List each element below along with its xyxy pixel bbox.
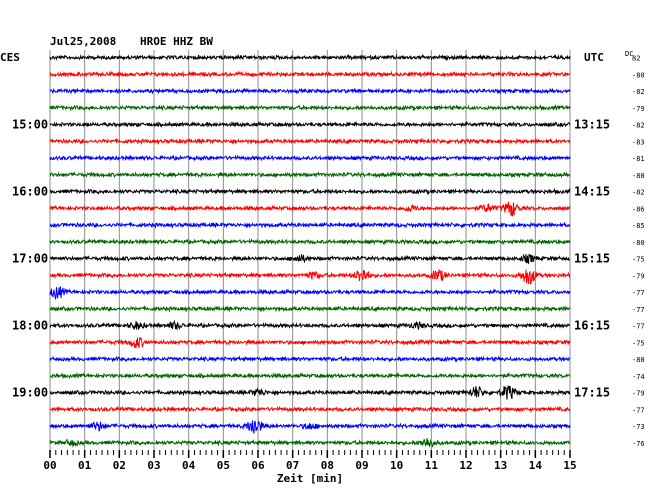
seismic-trace	[49, 170, 571, 179]
x-tick-label: 15	[563, 459, 576, 472]
seismic-trace	[49, 371, 571, 380]
x-axis-title: Zeit [min]	[277, 472, 343, 485]
dc-offset-label: -86	[632, 205, 645, 213]
x-tick-label: 09	[355, 459, 368, 472]
seismic-trace	[49, 238, 571, 246]
seismic-trace	[49, 304, 571, 313]
seismic-trace	[49, 220, 571, 229]
seismic-trace	[49, 337, 571, 349]
seismic-trace	[49, 420, 571, 434]
x-tick-label: 10	[390, 459, 403, 472]
seismic-trace	[49, 201, 571, 217]
seismic-trace	[49, 253, 571, 265]
right-hour-label: 14:15	[574, 185, 610, 199]
trace-group	[49, 53, 571, 448]
dc-offset-label: -77	[632, 323, 645, 331]
x-tick-label: 13	[494, 459, 507, 472]
date-label: Jul25,2008	[50, 35, 116, 48]
right-hour-label: 13:15	[574, 118, 610, 132]
seismic-trace	[49, 154, 571, 162]
seismic-trace	[49, 137, 571, 146]
dc-offset-label: -80	[632, 356, 645, 364]
seismic-trace	[49, 70, 571, 79]
seismic-trace	[49, 385, 571, 400]
label-group: Jul25,2008 HROE HHZ BW CES UTC DC Zeit […	[0, 35, 645, 485]
dc-offset-label: -79	[632, 105, 645, 113]
x-tick-label: 01	[78, 459, 92, 472]
left-timezone-label: CES	[0, 51, 20, 64]
seismic-trace	[49, 405, 571, 414]
x-tick-label: 12	[459, 459, 472, 472]
right-hour-label: 17:15	[574, 386, 610, 400]
dc-offset-label: -82	[632, 88, 645, 96]
dc-offset-label: -83	[632, 138, 645, 146]
x-tick-label: 03	[147, 459, 160, 472]
dc-offset-label: 82	[632, 55, 640, 63]
x-tick-label: 06	[251, 459, 265, 472]
dc-offset-label: -79	[632, 272, 645, 280]
dc-offset-label: -81	[632, 155, 645, 163]
station-label: HROE HHZ BW	[140, 35, 213, 48]
seismic-trace	[49, 286, 571, 300]
dc-offset-label: -80	[632, 172, 645, 180]
dc-offset-label: -73	[632, 423, 645, 431]
seismic-trace	[49, 120, 571, 129]
dc-offset-label: -80	[632, 239, 645, 247]
x-tick-label: 04	[182, 459, 196, 472]
left-hour-label: 18:00	[12, 319, 48, 333]
right-hour-label: 15:15	[574, 252, 610, 266]
dc-offset-label: -75	[632, 339, 645, 347]
seismic-trace	[49, 87, 571, 95]
dc-offset-label: -82	[632, 189, 645, 197]
dc-offset-label: -82	[632, 122, 645, 130]
right-timezone-label: UTC	[584, 51, 604, 64]
left-hour-label: 17:00	[12, 252, 48, 266]
x-tick-label: 00	[43, 459, 56, 472]
x-tick-label: 07	[286, 459, 299, 472]
dc-offset-label: -75	[632, 256, 645, 264]
seismic-trace	[49, 187, 571, 196]
seismic-trace	[49, 53, 571, 62]
seismic-trace	[49, 319, 571, 331]
left-hour-label: 15:00	[12, 118, 48, 132]
dc-offset-label: -76	[632, 440, 645, 448]
seismic-trace	[49, 355, 571, 363]
dc-offset-label: -79	[632, 390, 645, 398]
dc-offset-label: -85	[632, 222, 645, 230]
seismic-trace	[49, 103, 571, 112]
x-tick-label: 14	[529, 459, 543, 472]
right-hour-label: 16:15	[574, 319, 610, 333]
x-tick-label: 11	[425, 459, 439, 472]
dc-offset-label: -77	[632, 306, 645, 314]
left-hour-label: 19:00	[12, 386, 48, 400]
dc-offset-label: -77	[632, 289, 645, 297]
x-axis-ticks: 00 01 02 03 04 05 06 07 08 09 10 11 12 13 14 15	[43, 450, 577, 472]
dc-offset-label: -77	[632, 406, 645, 414]
x-tick-label: 08	[321, 459, 334, 472]
left-hour-label: 16:00	[12, 185, 48, 199]
x-tick-label: 02	[113, 459, 126, 472]
seismic-trace	[49, 438, 571, 448]
x-tick-label: 05	[217, 459, 230, 472]
dc-offset-label: -74	[632, 373, 645, 381]
dc-offset-label: -80	[632, 71, 645, 79]
seismic-trace	[49, 269, 571, 285]
minute-grid	[49, 50, 571, 450]
dc-header-label: DC	[625, 50, 633, 58]
